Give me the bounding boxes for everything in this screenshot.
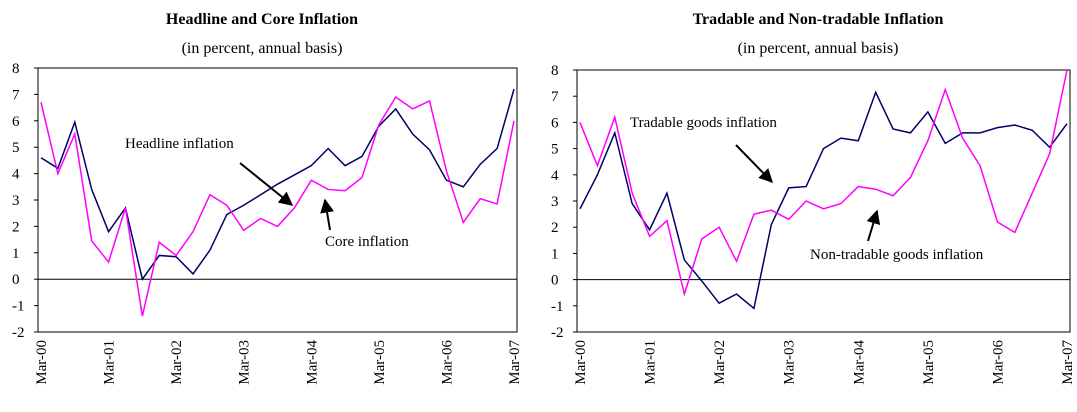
- x-tick-label: Mar-01: [102, 340, 118, 385]
- chart-title: Tradable and Non-tradable Inflation: [693, 11, 944, 28]
- y-tick-label: 7: [551, 89, 559, 105]
- series-line: [40, 88, 515, 281]
- x-tick-label: Mar-02: [169, 340, 185, 385]
- series-line: [40, 95, 515, 317]
- label-arrow: [735, 144, 773, 184]
- y-tick-label: 1: [551, 246, 559, 262]
- series-line: [579, 90, 1068, 310]
- y-tick-label: 6: [551, 115, 559, 131]
- y-tick-label: 4: [12, 167, 20, 183]
- y-tick-label: 4: [551, 168, 559, 184]
- x-tick-label: Mar-00: [573, 340, 589, 385]
- y-tick-label: 3: [551, 194, 559, 210]
- label-arrow: [320, 198, 334, 231]
- y-tick-label: 3: [12, 193, 20, 209]
- y-tick-label: 0: [551, 273, 559, 289]
- chart-subtitle: (in percent, annual basis): [182, 40, 343, 57]
- y-tick-label: -2: [12, 325, 25, 341]
- plot-frame: [37, 67, 518, 333]
- x-tick-label: Mar-03: [782, 340, 798, 385]
- y-tick-label: 8: [12, 61, 20, 77]
- x-tick-label: Mar-03: [237, 340, 253, 385]
- x-tick-label: Mar-07: [507, 340, 523, 385]
- x-tick-label: Mar-05: [921, 340, 937, 385]
- x-tick-label: Mar-07: [1060, 340, 1076, 385]
- x-tick-label: Mar-06: [439, 340, 455, 385]
- label-arrow: [239, 162, 294, 206]
- series-label: Core inflation: [325, 234, 409, 250]
- x-tick-label: Mar-02: [712, 340, 728, 385]
- y-tick-label: 5: [551, 142, 559, 158]
- chart-title: Headline and Core Inflation: [166, 11, 358, 28]
- y-tick-label: 2: [551, 220, 559, 236]
- x-tick-label: Mar-05: [372, 340, 388, 385]
- series-label: Tradable goods inflation: [630, 115, 777, 131]
- y-tick-label: 8: [551, 63, 559, 79]
- x-tick-label: Mar-04: [304, 340, 320, 385]
- y-tick-label: 1: [12, 246, 20, 262]
- y-tick-label: -1: [551, 299, 564, 315]
- y-tick-label: 6: [12, 114, 20, 130]
- y-tick-label: 7: [12, 87, 20, 103]
- series-line: [579, 69, 1068, 297]
- label-arrow: [866, 209, 881, 242]
- y-tick-label: 0: [12, 272, 20, 288]
- chart-subtitle: (in percent, annual basis): [738, 40, 899, 57]
- y-tick-label: 5: [12, 140, 20, 156]
- series-label: Headline inflation: [125, 136, 234, 152]
- plot-frame: [576, 69, 1071, 333]
- y-tick-label: 2: [12, 219, 20, 235]
- x-tick-label: Mar-04: [851, 340, 867, 385]
- series-label: Non-tradable goods inflation: [810, 247, 984, 263]
- x-tick-label: Mar-01: [643, 340, 659, 385]
- x-tick-label: Mar-00: [34, 340, 50, 385]
- y-tick-label: -2: [551, 325, 564, 341]
- x-tick-label: Mar-06: [990, 340, 1006, 385]
- y-tick-label: -1: [12, 299, 25, 315]
